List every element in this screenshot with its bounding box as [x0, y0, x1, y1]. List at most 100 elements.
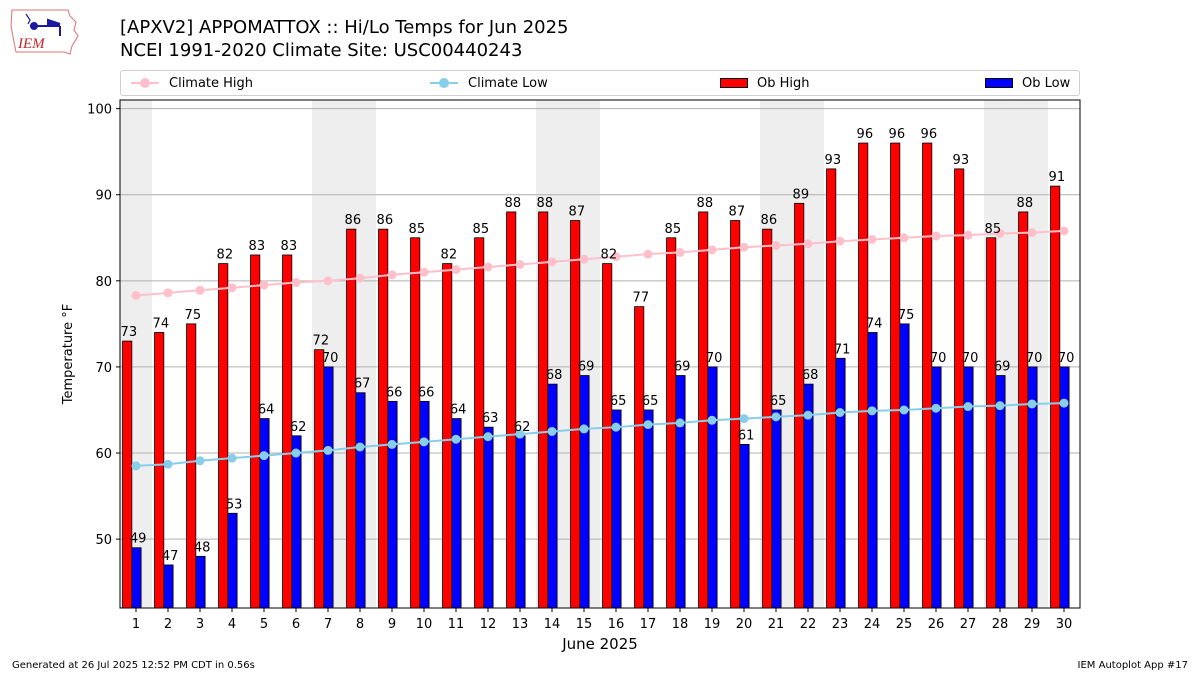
ob-low-label: 64 — [450, 403, 467, 418]
climate-low-point — [547, 426, 557, 436]
ob-high-label: 91 — [1049, 170, 1066, 185]
climate-high-point — [195, 285, 205, 295]
climate-low-point — [835, 408, 845, 418]
ob-high-label: 96 — [921, 127, 938, 142]
ob-low-bar — [995, 375, 1006, 609]
x-tick-label: 9 — [388, 617, 396, 632]
ob-low-bar — [291, 435, 302, 609]
ob-high-label: 82 — [441, 248, 458, 263]
ob-high-bar — [1018, 211, 1029, 609]
ob-high-bar — [730, 220, 741, 609]
ob-high-bar — [314, 349, 325, 609]
climate-lines — [131, 226, 1069, 471]
climate-high-point — [803, 239, 813, 249]
ob-high-bar — [538, 211, 549, 609]
bar-swatch-icon — [985, 78, 1013, 88]
ob-low-label: 71 — [834, 342, 851, 357]
ob-high-label: 73 — [121, 325, 138, 340]
ob-low-bar — [899, 323, 910, 609]
ob-high-label: 74 — [153, 316, 170, 331]
climate-high-point — [483, 262, 493, 272]
ob-low-label: 70 — [1058, 351, 1075, 366]
chart-title: [APXV2] APPOMATTOX :: Hi/Lo Temps for Ju… — [120, 17, 569, 38]
x-tick-label: 17 — [640, 617, 657, 632]
climate-low-point — [771, 412, 781, 422]
climate-high-point — [611, 252, 621, 262]
x-tick-label: 22 — [800, 617, 817, 632]
ob-high-label: 86 — [761, 213, 778, 228]
ob-high-label: 88 — [537, 196, 554, 211]
x-tick-label: 3 — [196, 617, 204, 632]
climate-high-point — [131, 290, 141, 300]
x-tick-label: 28 — [992, 617, 1009, 632]
climate-high-point — [355, 273, 365, 283]
x-tick-label: 29 — [1024, 617, 1041, 632]
x-tick-label: 13 — [512, 617, 529, 632]
climate-high-point — [227, 283, 237, 293]
climate-low-point — [355, 442, 365, 452]
ob-low-label: 63 — [482, 411, 499, 426]
x-tick-label: 26 — [928, 617, 945, 632]
ob-low-bar — [931, 366, 942, 609]
y-tick-label: 70 — [95, 361, 112, 376]
ob-high-bar — [826, 168, 837, 609]
x-tick-label: 14 — [544, 617, 561, 632]
ob-high-bar — [154, 332, 165, 609]
ob-low-label: 66 — [386, 385, 403, 400]
ob-low-label: 53 — [226, 497, 243, 512]
x-tick-label: 7 — [324, 617, 332, 632]
legend-label: Climate Low — [468, 75, 548, 91]
climate-low-line — [135, 402, 1065, 467]
climate-high-point — [867, 234, 877, 244]
y-tick-label: 50 — [95, 533, 112, 548]
ob-low-bar — [419, 400, 430, 609]
climate-high-point — [163, 288, 173, 298]
ob-low-bar — [163, 564, 174, 609]
climate-high-point — [1059, 226, 1069, 236]
climate-high-point — [419, 267, 429, 277]
climate-low-point — [483, 432, 493, 442]
ob-low-label: 70 — [930, 351, 947, 366]
ob-low-bar — [323, 366, 334, 609]
ob-high-bar — [634, 306, 645, 609]
gridlines — [120, 108, 1080, 540]
iowa-outline-icon — [10, 9, 79, 55]
climate-high-point — [387, 270, 397, 280]
ob-high-bar — [506, 211, 517, 609]
ob-low-label: 67 — [354, 377, 371, 392]
x-tick-label: 18 — [672, 617, 689, 632]
ob-low-bar — [227, 512, 238, 609]
ob-high-bar — [442, 263, 453, 609]
x-axis-label: June 2025 — [561, 635, 638, 653]
climate-low-point — [291, 448, 301, 458]
x-tick-label: 16 — [608, 617, 625, 632]
ob-low-label: 62 — [290, 420, 307, 435]
ob-low-bar — [483, 426, 494, 609]
climate-high-point — [739, 242, 749, 252]
ob-low-label: 70 — [1026, 351, 1043, 366]
y-tick-label: 90 — [95, 189, 112, 204]
climate-low-point — [803, 410, 813, 420]
legend-label: Ob High — [757, 75, 810, 91]
x-tick-label: 4 — [228, 617, 236, 632]
ob-high-label: 87 — [569, 205, 586, 220]
ob-low-bar — [771, 409, 782, 609]
climate-low-point — [323, 445, 333, 455]
x-tick-label: 25 — [896, 617, 913, 632]
climate-high-point — [579, 254, 589, 264]
ob-low-bar — [259, 418, 270, 609]
ob-low-bar — [387, 400, 398, 609]
ob-high-bar — [602, 263, 613, 609]
ob-low-label: 70 — [322, 351, 339, 366]
climate-high-line — [135, 229, 1065, 297]
x-tick-label: 10 — [416, 617, 433, 632]
climate-low-point — [195, 456, 205, 466]
line-marker-icon — [131, 78, 159, 88]
ob-high-label: 77 — [633, 291, 650, 306]
climate-low-point — [675, 418, 685, 428]
climate-low-point — [611, 422, 621, 432]
ob-high-bar — [986, 237, 997, 609]
climate-low-point — [867, 406, 877, 416]
ob-high-label: 89 — [793, 187, 810, 202]
